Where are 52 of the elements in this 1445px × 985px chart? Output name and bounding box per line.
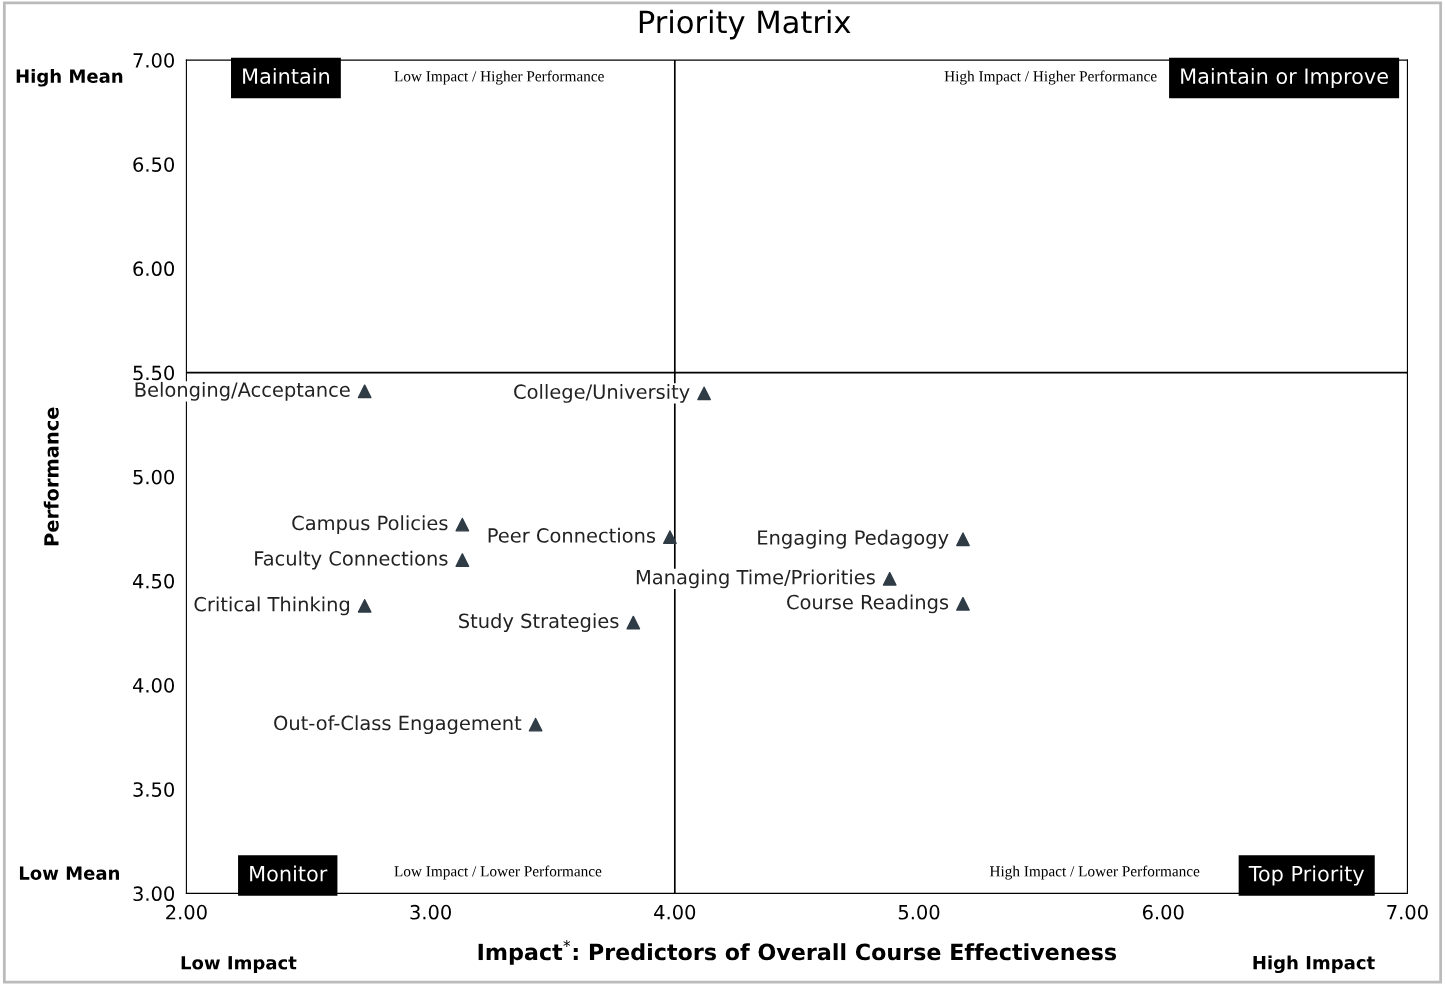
x-tick-label: 3.00 (410, 904, 451, 920)
chart-title: Priority Matrix (639, 9, 851, 40)
text: Low Impact (181, 956, 297, 974)
annotation: Course Readings (787, 594, 949, 614)
annotation: Critical Thinking (194, 596, 350, 616)
annotation: Campus Policies (292, 515, 448, 535)
point (663, 530, 677, 545)
point (882, 571, 897, 586)
x-tick-label: 6.00 (1142, 904, 1184, 920)
annotation: Monitor (250, 865, 328, 882)
y-tick-label: 7.00 (133, 53, 174, 68)
x-axis-title: Impact$^{*}$: Predictors of Overall Course Effectiveness (478, 939, 1117, 965)
point (697, 386, 712, 401)
y-tick-label: 6.50 (133, 157, 174, 172)
x-tick-label: 7.00 (1387, 904, 1428, 920)
y-tick-label: 3.50 (133, 782, 174, 797)
y-tick-label: 5.00 (133, 469, 174, 485)
point (956, 596, 970, 611)
annotation: College/University (514, 384, 690, 403)
text: Low Mean (19, 866, 120, 880)
y-tick-label: 6.00 (133, 261, 174, 277)
point (626, 615, 641, 630)
point (357, 384, 372, 399)
annotation: Faculty Connections (255, 550, 448, 570)
text: High Mean (16, 69, 123, 87)
point (357, 598, 372, 613)
y-tick-label: 4.50 (132, 573, 174, 589)
point (455, 517, 470, 532)
annotation: Engaging Pedagogy (758, 529, 949, 549)
point (956, 532, 970, 547)
x-tick-label: 4.00 (654, 904, 696, 920)
annotation: Low Impact / Higher Performance (394, 70, 604, 85)
annotation: Top Priority (1248, 865, 1365, 886)
y-tick-label: 4.00 (132, 678, 174, 693)
annotation: Managing Time/Priorities (636, 569, 875, 589)
annotation: High Impact / Higher Performance (944, 70, 1157, 85)
annotation: Study Strategies (459, 613, 619, 632)
x-tick-label: 5.00 (898, 904, 940, 920)
text: High Impact (1253, 955, 1375, 974)
y-tick-label: 5.50 (133, 365, 174, 381)
annotation: Out-of-Class Engagement (274, 715, 522, 735)
y-axis-title: Performance (43, 407, 59, 546)
y-tick-label: 3.00 (133, 886, 174, 902)
annotation: Maintain or Improve (1181, 67, 1388, 89)
annotation: High Impact / Lower Performance (989, 865, 1200, 880)
annotation: Peer Connections (488, 527, 656, 543)
x-tick-label: 2.00 (166, 904, 207, 920)
annotation: Maintain (243, 67, 329, 85)
point (528, 717, 543, 732)
annotation: Low Impact / Lower Performance (394, 865, 602, 880)
annotation: Belonging/Acceptance (135, 381, 350, 401)
point (455, 553, 470, 567)
